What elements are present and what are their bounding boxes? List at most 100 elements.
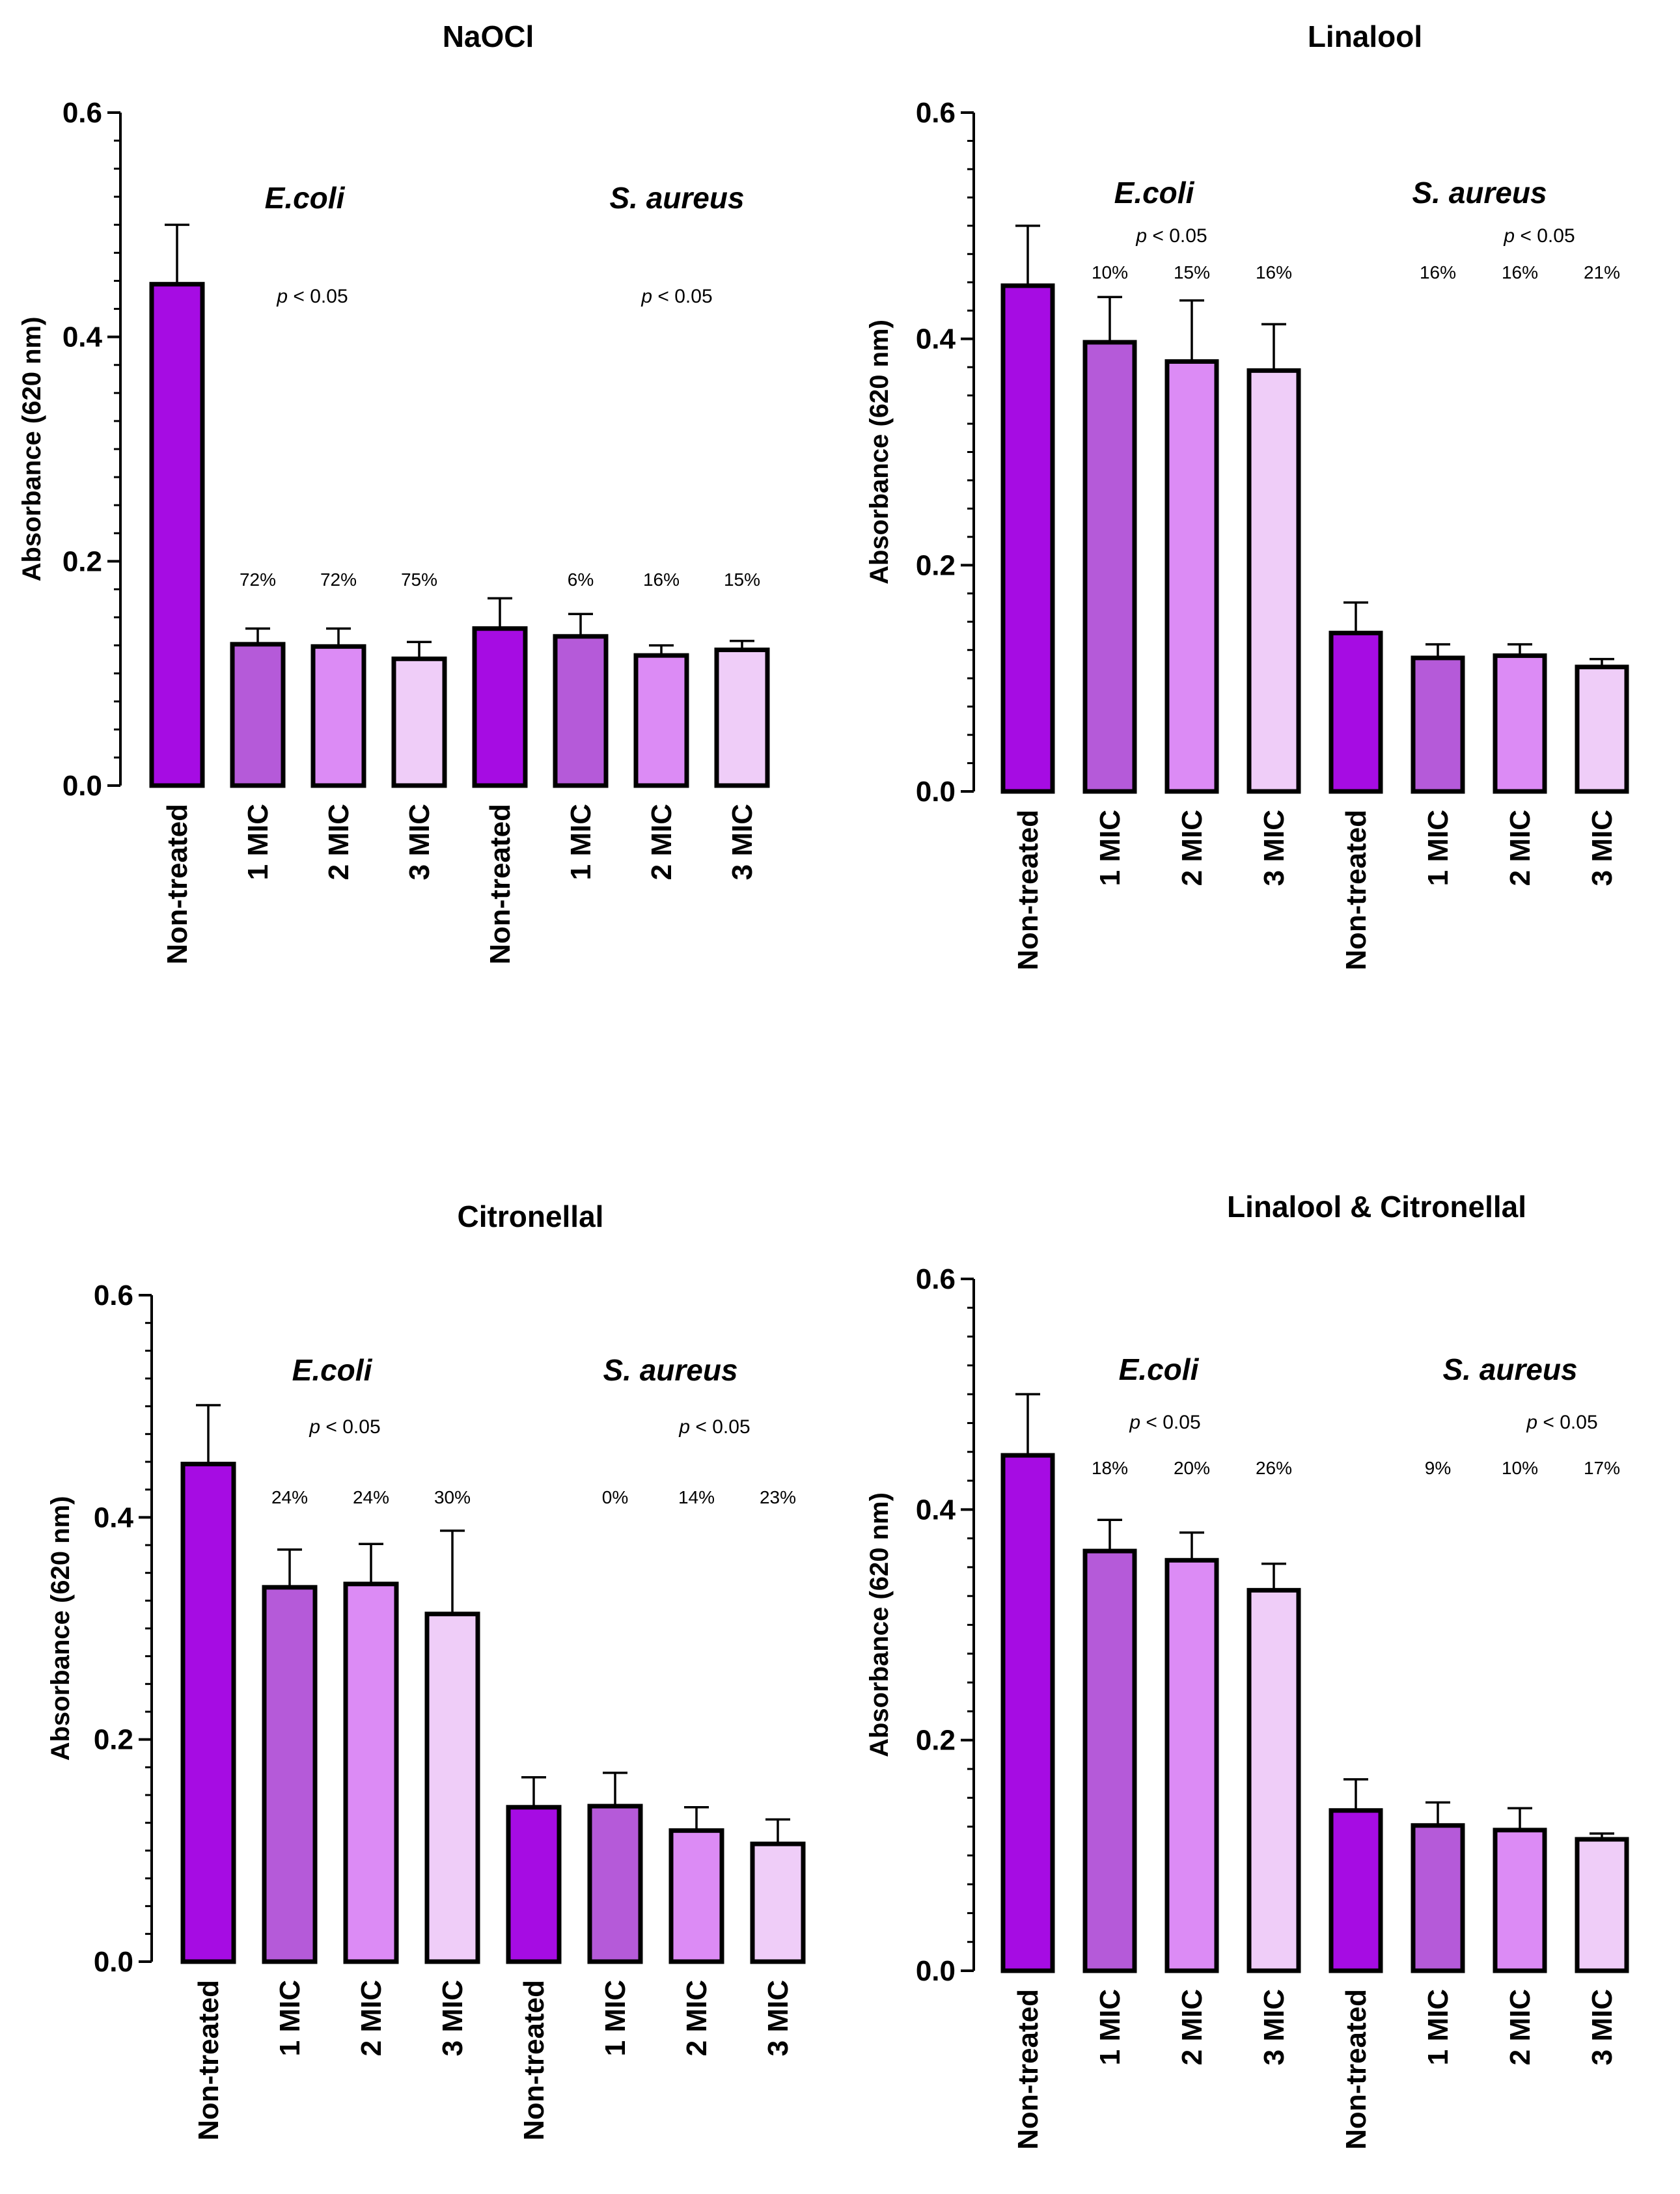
group-label: S. aureus (1412, 176, 1547, 210)
bar (1082, 340, 1137, 794)
p-threshold: < 0.05 (1140, 1412, 1201, 1433)
p-value-label: p < 0.05 (276, 286, 348, 307)
percent-label: 75% (401, 569, 437, 590)
bar (668, 1828, 724, 1964)
percent-label: 16% (1502, 262, 1538, 282)
bar (1164, 1557, 1219, 1973)
x-tick-label: 3 MIC (726, 804, 758, 880)
x-tick-label: Non-treated (1012, 1989, 1044, 2150)
x-tick-label: 3 MIC (1258, 1989, 1290, 2065)
chart-title: Linalool & Citronellal (1227, 1190, 1526, 1224)
p-threshold: < 0.05 (1537, 1412, 1598, 1433)
percent-label: 0% (602, 1487, 628, 1507)
p-threshold: < 0.05 (320, 1416, 381, 1438)
x-tick-label: 3 MIC (1258, 810, 1290, 886)
x-tick-label: 2 MIC (355, 1980, 387, 2056)
x-tick-label: 1 MIC (1094, 1989, 1126, 2065)
bar (1575, 1837, 1629, 1973)
x-tick-label: 1 MIC (1422, 1989, 1454, 2065)
bar (472, 626, 528, 788)
y-axis-label: Absorbance (620 nm) (865, 320, 894, 584)
y-tick-label: 0.0 (94, 1946, 133, 1978)
x-tick-label: 1 MIC (565, 804, 597, 880)
x-tick-label: 1 MIC (274, 1980, 306, 2056)
y-tick-label: 0.4 (94, 1502, 134, 1533)
x-tick-label: 2 MIC (1176, 1989, 1208, 2065)
bar (230, 642, 286, 788)
bar (1329, 631, 1383, 794)
group-label: E.coli (1114, 176, 1195, 210)
x-tick-label: 2 MIC (1504, 810, 1536, 886)
y-tick-label: 0.6 (916, 97, 956, 129)
y-axis-label: Absorbance (620 nm) (18, 317, 46, 582)
p-value-label: p < 0.05 (1503, 225, 1575, 247)
group-label: E.coli (1119, 1352, 1200, 1386)
percent-label: 23% (760, 1487, 796, 1507)
x-tick-label: 2 MIC (1504, 1989, 1536, 2065)
x-tick-label: Non-treated (1012, 810, 1044, 970)
y-tick-label: 0.4 (916, 1494, 956, 1526)
percent-label: 16% (643, 569, 680, 590)
percent-label: 24% (353, 1487, 389, 1507)
chart-panel-1: NaOCl Absorbance (620 nm) 0.0 0.2 0.4 0.6 Non-… (18, 20, 770, 965)
y-tick-label: 0.4 (916, 323, 956, 355)
y-tick-label: 0.2 (62, 545, 102, 577)
bar (1329, 1808, 1383, 1973)
percent-label: 6% (568, 569, 594, 590)
bar (1164, 359, 1219, 794)
x-tick-label: Non-treated (518, 1980, 550, 2141)
group-label: S. aureus (609, 181, 744, 215)
bar (1000, 1453, 1055, 1973)
percent-label: 10% (1502, 1458, 1538, 1478)
percent-label: 16% (1256, 262, 1292, 282)
y-tick-label: 0.2 (916, 1725, 956, 1757)
percent-label: 14% (678, 1487, 715, 1507)
percent-label: 72% (240, 569, 276, 590)
percent-label: 17% (1584, 1458, 1620, 1478)
percent-label: 9% (1425, 1458, 1451, 1478)
percent-label: 72% (320, 569, 357, 590)
group-label: S. aureus (603, 1353, 737, 1387)
y-axis-label: Absorbance (620 nm) (46, 1496, 75, 1761)
chart-panel-4: Linalool & Citronellal Absorbance (620 nm… (865, 1190, 1629, 2150)
chart-title: Citronellal (458, 1200, 604, 1233)
bar (750, 1841, 806, 1964)
p-symbol: p (1503, 225, 1515, 247)
bar (391, 656, 447, 788)
chart-title: NaOCl (443, 20, 534, 53)
y-tick-label: 0.4 (62, 322, 103, 353)
p-value-label: p < 0.05 (1135, 225, 1207, 247)
p-symbol: p (678, 1416, 690, 1438)
percent-label: 20% (1174, 1458, 1210, 1478)
chart-panel-3: Citronellal Absorbance (620 nm) 0.0 0.2 0.4 0… (46, 1200, 806, 2141)
y-tick-label: 0.6 (916, 1263, 956, 1295)
p-symbol: p (276, 286, 288, 307)
bar (553, 634, 609, 788)
bar (1000, 283, 1055, 794)
x-tick-label: 2 MIC (1176, 810, 1208, 886)
chart-title: Linalool (1308, 20, 1422, 53)
x-tick-label: 3 MIC (1586, 1989, 1618, 2065)
p-symbol: p (1135, 225, 1147, 247)
x-tick-label: 3 MIC (404, 804, 435, 880)
bar (149, 282, 205, 788)
x-tick-label: Non-treated (1340, 1989, 1372, 2150)
p-threshold: < 0.05 (690, 1416, 750, 1438)
y-tick-label: 0.0 (916, 1955, 956, 1987)
y-tick-label: 0.0 (62, 770, 102, 802)
percent-label: 16% (1420, 262, 1456, 282)
p-symbol: p (1129, 1412, 1140, 1433)
x-tick-label: 3 MIC (1586, 810, 1618, 886)
x-tick-label: 1 MIC (1422, 810, 1454, 886)
group-label: S. aureus (1442, 1352, 1577, 1386)
bar (1246, 1587, 1301, 1973)
x-tick-label: Non-treated (1340, 810, 1372, 970)
group-label: E.coli (292, 1353, 373, 1387)
p-symbol: p (1526, 1412, 1537, 1433)
percent-label: 18% (1092, 1458, 1128, 1478)
bar (587, 1803, 643, 1964)
percent-label: 10% (1092, 262, 1128, 282)
p-symbol: p (640, 286, 652, 307)
percent-label: 30% (434, 1487, 471, 1507)
